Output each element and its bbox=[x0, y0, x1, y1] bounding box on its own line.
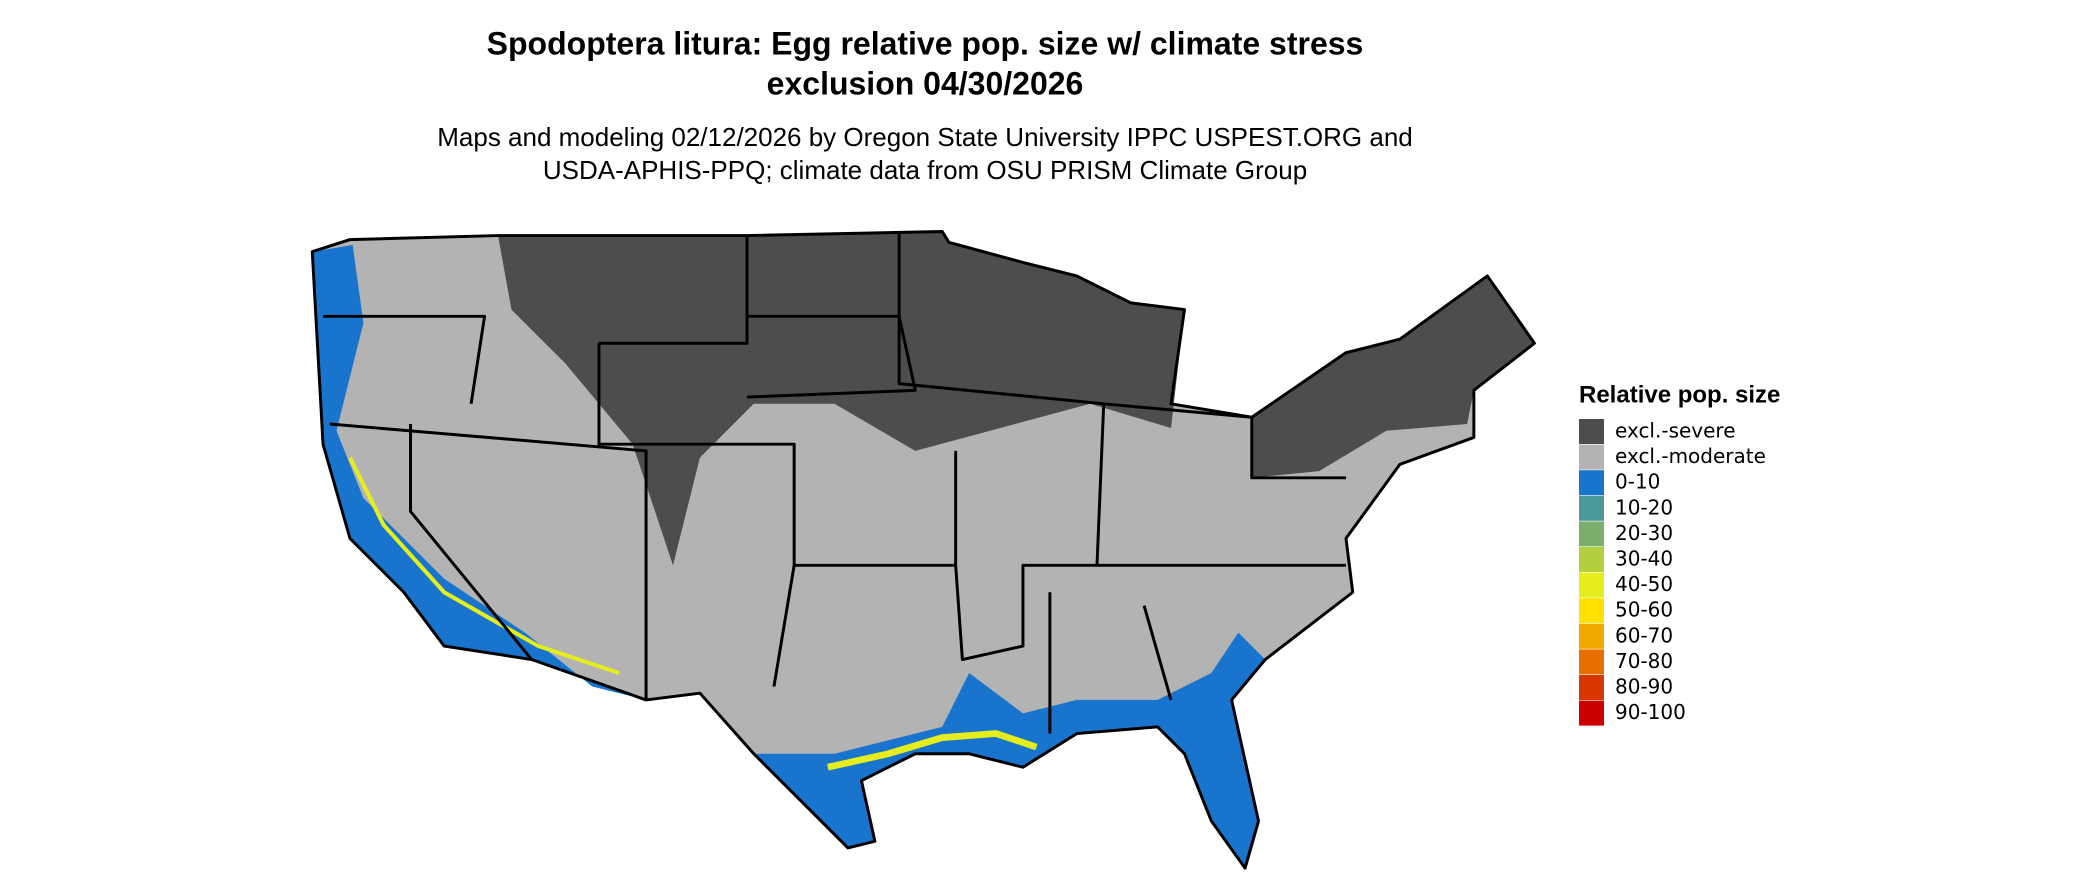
subtitle-line: Maps and modeling 02/12/2026 by Oregon S… bbox=[437, 122, 1413, 152]
low-gulf bbox=[753, 632, 1266, 869]
legend-swatch bbox=[1579, 572, 1604, 598]
warm-gulf-band bbox=[827, 730, 1038, 771]
legend-label: 40-50 bbox=[1615, 572, 1673, 596]
severe-north bbox=[498, 231, 1185, 566]
title-line: Spodoptera litura: Egg relative pop. siz… bbox=[487, 25, 1364, 61]
legend-label: 30-40 bbox=[1615, 547, 1673, 571]
title-line: exclusion 04/30/2026 bbox=[767, 65, 1084, 101]
low-west-coast bbox=[312, 244, 647, 700]
legend-swatch bbox=[1579, 444, 1604, 470]
us-outline bbox=[310, 230, 1536, 870]
legend-label: excl.-moderate bbox=[1615, 444, 1766, 468]
legend-swatch bbox=[1579, 470, 1604, 496]
legend-label: 20-30 bbox=[1615, 521, 1673, 545]
legend-swatch bbox=[1579, 495, 1604, 521]
legend-label: 50-60 bbox=[1615, 598, 1673, 622]
severe-northeast bbox=[1251, 275, 1535, 478]
subtitle-line: USDA-APHIS-PPQ; climate data from OSU PR… bbox=[543, 155, 1307, 185]
legend-swatch bbox=[1579, 675, 1604, 700]
legend-label: 0-10 bbox=[1615, 470, 1660, 494]
legend-label: 60-70 bbox=[1615, 623, 1673, 647]
legend-label: 10-20 bbox=[1615, 495, 1673, 519]
legend-swatch bbox=[1579, 521, 1604, 547]
map bbox=[310, 230, 1536, 870]
legend-swatch bbox=[1579, 623, 1604, 649]
legend-swatch bbox=[1579, 419, 1604, 444]
legend-label: 80-90 bbox=[1615, 675, 1673, 699]
legend-swatch bbox=[1579, 598, 1604, 624]
legend-label: excl.-severe bbox=[1615, 419, 1736, 443]
legend-swatch bbox=[1579, 649, 1604, 675]
legend-label: 70-80 bbox=[1615, 649, 1673, 673]
legend-swatch bbox=[1579, 700, 1604, 726]
legend-label: 90-100 bbox=[1615, 700, 1686, 724]
legend-title: Relative pop. size bbox=[1579, 381, 1780, 408]
state-lines bbox=[323, 231, 1346, 734]
legend-swatch bbox=[1579, 547, 1604, 572]
warm-west-band bbox=[348, 456, 620, 675]
